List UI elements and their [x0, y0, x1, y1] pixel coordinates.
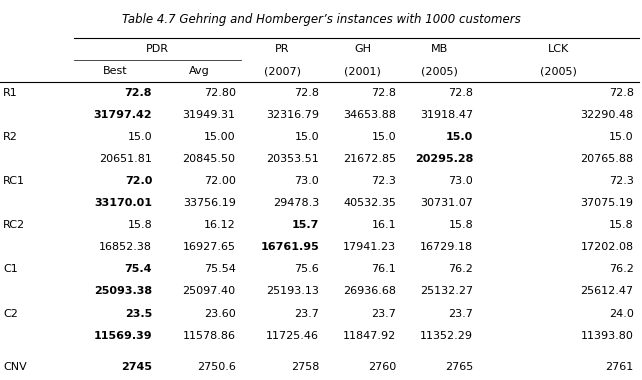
Text: 11352.29: 11352.29: [420, 331, 473, 340]
Text: 2745: 2745: [121, 363, 152, 372]
Text: Best: Best: [103, 66, 128, 76]
Text: R1: R1: [3, 88, 18, 98]
Text: 11569.39: 11569.39: [94, 331, 152, 340]
Text: C2: C2: [3, 309, 18, 318]
Text: 20845.50: 20845.50: [182, 154, 236, 164]
Text: 15.00: 15.00: [204, 132, 236, 142]
Text: 17202.08: 17202.08: [580, 242, 634, 252]
Text: 15.0: 15.0: [372, 132, 396, 142]
Text: 23.7: 23.7: [294, 309, 319, 318]
Text: 15.8: 15.8: [127, 220, 152, 230]
Text: 16.1: 16.1: [372, 220, 396, 230]
Text: 20651.81: 20651.81: [100, 154, 152, 164]
Text: 2760: 2760: [368, 363, 396, 372]
Text: 32316.79: 32316.79: [266, 110, 319, 120]
Text: (2005): (2005): [540, 66, 577, 76]
Text: 40532.35: 40532.35: [343, 198, 396, 208]
Text: 75.6: 75.6: [294, 264, 319, 274]
Text: 76.2: 76.2: [609, 264, 634, 274]
Text: 15.7: 15.7: [291, 220, 319, 230]
Text: 23.7: 23.7: [371, 309, 396, 318]
Text: 11393.80: 11393.80: [581, 331, 634, 340]
Text: 16729.18: 16729.18: [420, 242, 473, 252]
Text: 72.8: 72.8: [125, 88, 152, 98]
Text: 26936.68: 26936.68: [343, 287, 396, 296]
Text: 31949.31: 31949.31: [182, 110, 236, 120]
Text: 23.5: 23.5: [125, 309, 152, 318]
Text: 16852.38: 16852.38: [99, 242, 152, 252]
Text: 76.2: 76.2: [448, 264, 473, 274]
Text: CNV: CNV: [3, 363, 27, 372]
Text: 72.00: 72.00: [204, 176, 236, 186]
Text: MB: MB: [431, 44, 448, 54]
Text: 2765: 2765: [445, 363, 473, 372]
Text: 72.80: 72.80: [204, 88, 236, 98]
Text: 16927.65: 16927.65: [182, 242, 236, 252]
Text: LCK: LCK: [548, 44, 569, 54]
Text: 32290.48: 32290.48: [580, 110, 634, 120]
Text: R2: R2: [3, 132, 18, 142]
Text: RC2: RC2: [3, 220, 25, 230]
Text: 25097.40: 25097.40: [182, 287, 236, 296]
Text: 20295.28: 20295.28: [415, 154, 473, 164]
Text: 16761.95: 16761.95: [260, 242, 319, 252]
Text: 72.0: 72.0: [125, 176, 152, 186]
Text: 29478.3: 29478.3: [273, 198, 319, 208]
Text: 11847.92: 11847.92: [343, 331, 396, 340]
Text: 31797.42: 31797.42: [94, 110, 152, 120]
Text: 25193.13: 25193.13: [266, 287, 319, 296]
Text: 11578.86: 11578.86: [182, 331, 236, 340]
Text: 20353.51: 20353.51: [266, 154, 319, 164]
Text: 25132.27: 25132.27: [420, 287, 473, 296]
Text: 15.0: 15.0: [609, 132, 634, 142]
Text: 33756.19: 33756.19: [183, 198, 236, 208]
Text: C1: C1: [3, 264, 18, 274]
Text: 2761: 2761: [605, 363, 634, 372]
Text: 75.4: 75.4: [125, 264, 152, 274]
Text: 33170.01: 33170.01: [94, 198, 152, 208]
Text: RC1: RC1: [3, 176, 25, 186]
Text: 72.3: 72.3: [609, 176, 634, 186]
Text: 72.8: 72.8: [448, 88, 473, 98]
Text: 15.0: 15.0: [446, 132, 473, 142]
Text: 31918.47: 31918.47: [420, 110, 473, 120]
Text: PR: PR: [275, 44, 290, 54]
Text: 72.8: 72.8: [371, 88, 396, 98]
Text: PDR: PDR: [146, 44, 169, 54]
Text: 11725.46: 11725.46: [266, 331, 319, 340]
Text: 23.7: 23.7: [448, 309, 473, 318]
Text: 21672.85: 21672.85: [343, 154, 396, 164]
Text: 15.0: 15.0: [295, 132, 319, 142]
Text: 20765.88: 20765.88: [580, 154, 634, 164]
Text: 24.0: 24.0: [609, 309, 634, 318]
Text: (2005): (2005): [421, 66, 458, 76]
Text: 25612.47: 25612.47: [580, 287, 634, 296]
Text: 2750.6: 2750.6: [196, 363, 236, 372]
Text: 76.1: 76.1: [371, 264, 396, 274]
Text: 2758: 2758: [291, 363, 319, 372]
Text: (2007): (2007): [264, 66, 301, 76]
Text: 73.0: 73.0: [294, 176, 319, 186]
Text: 72.3: 72.3: [371, 176, 396, 186]
Text: 75.54: 75.54: [204, 264, 236, 274]
Text: 15.8: 15.8: [609, 220, 634, 230]
Text: Table 4.7 Gehring and Homberger’s instances with 1000 customers: Table 4.7 Gehring and Homberger’s instan…: [121, 13, 521, 26]
Text: 34653.88: 34653.88: [343, 110, 396, 120]
Text: 30731.07: 30731.07: [421, 198, 473, 208]
Text: 17941.23: 17941.23: [343, 242, 396, 252]
Text: (2001): (2001): [344, 66, 381, 76]
Text: 15.0: 15.0: [128, 132, 152, 142]
Text: GH: GH: [354, 44, 371, 54]
Text: 23.60: 23.60: [204, 309, 236, 318]
Text: 73.0: 73.0: [448, 176, 473, 186]
Text: 15.8: 15.8: [448, 220, 473, 230]
Text: Avg: Avg: [189, 66, 209, 76]
Text: 25093.38: 25093.38: [94, 287, 152, 296]
Text: 16.12: 16.12: [204, 220, 236, 230]
Text: 72.8: 72.8: [294, 88, 319, 98]
Text: 37075.19: 37075.19: [580, 198, 634, 208]
Text: 72.8: 72.8: [609, 88, 634, 98]
